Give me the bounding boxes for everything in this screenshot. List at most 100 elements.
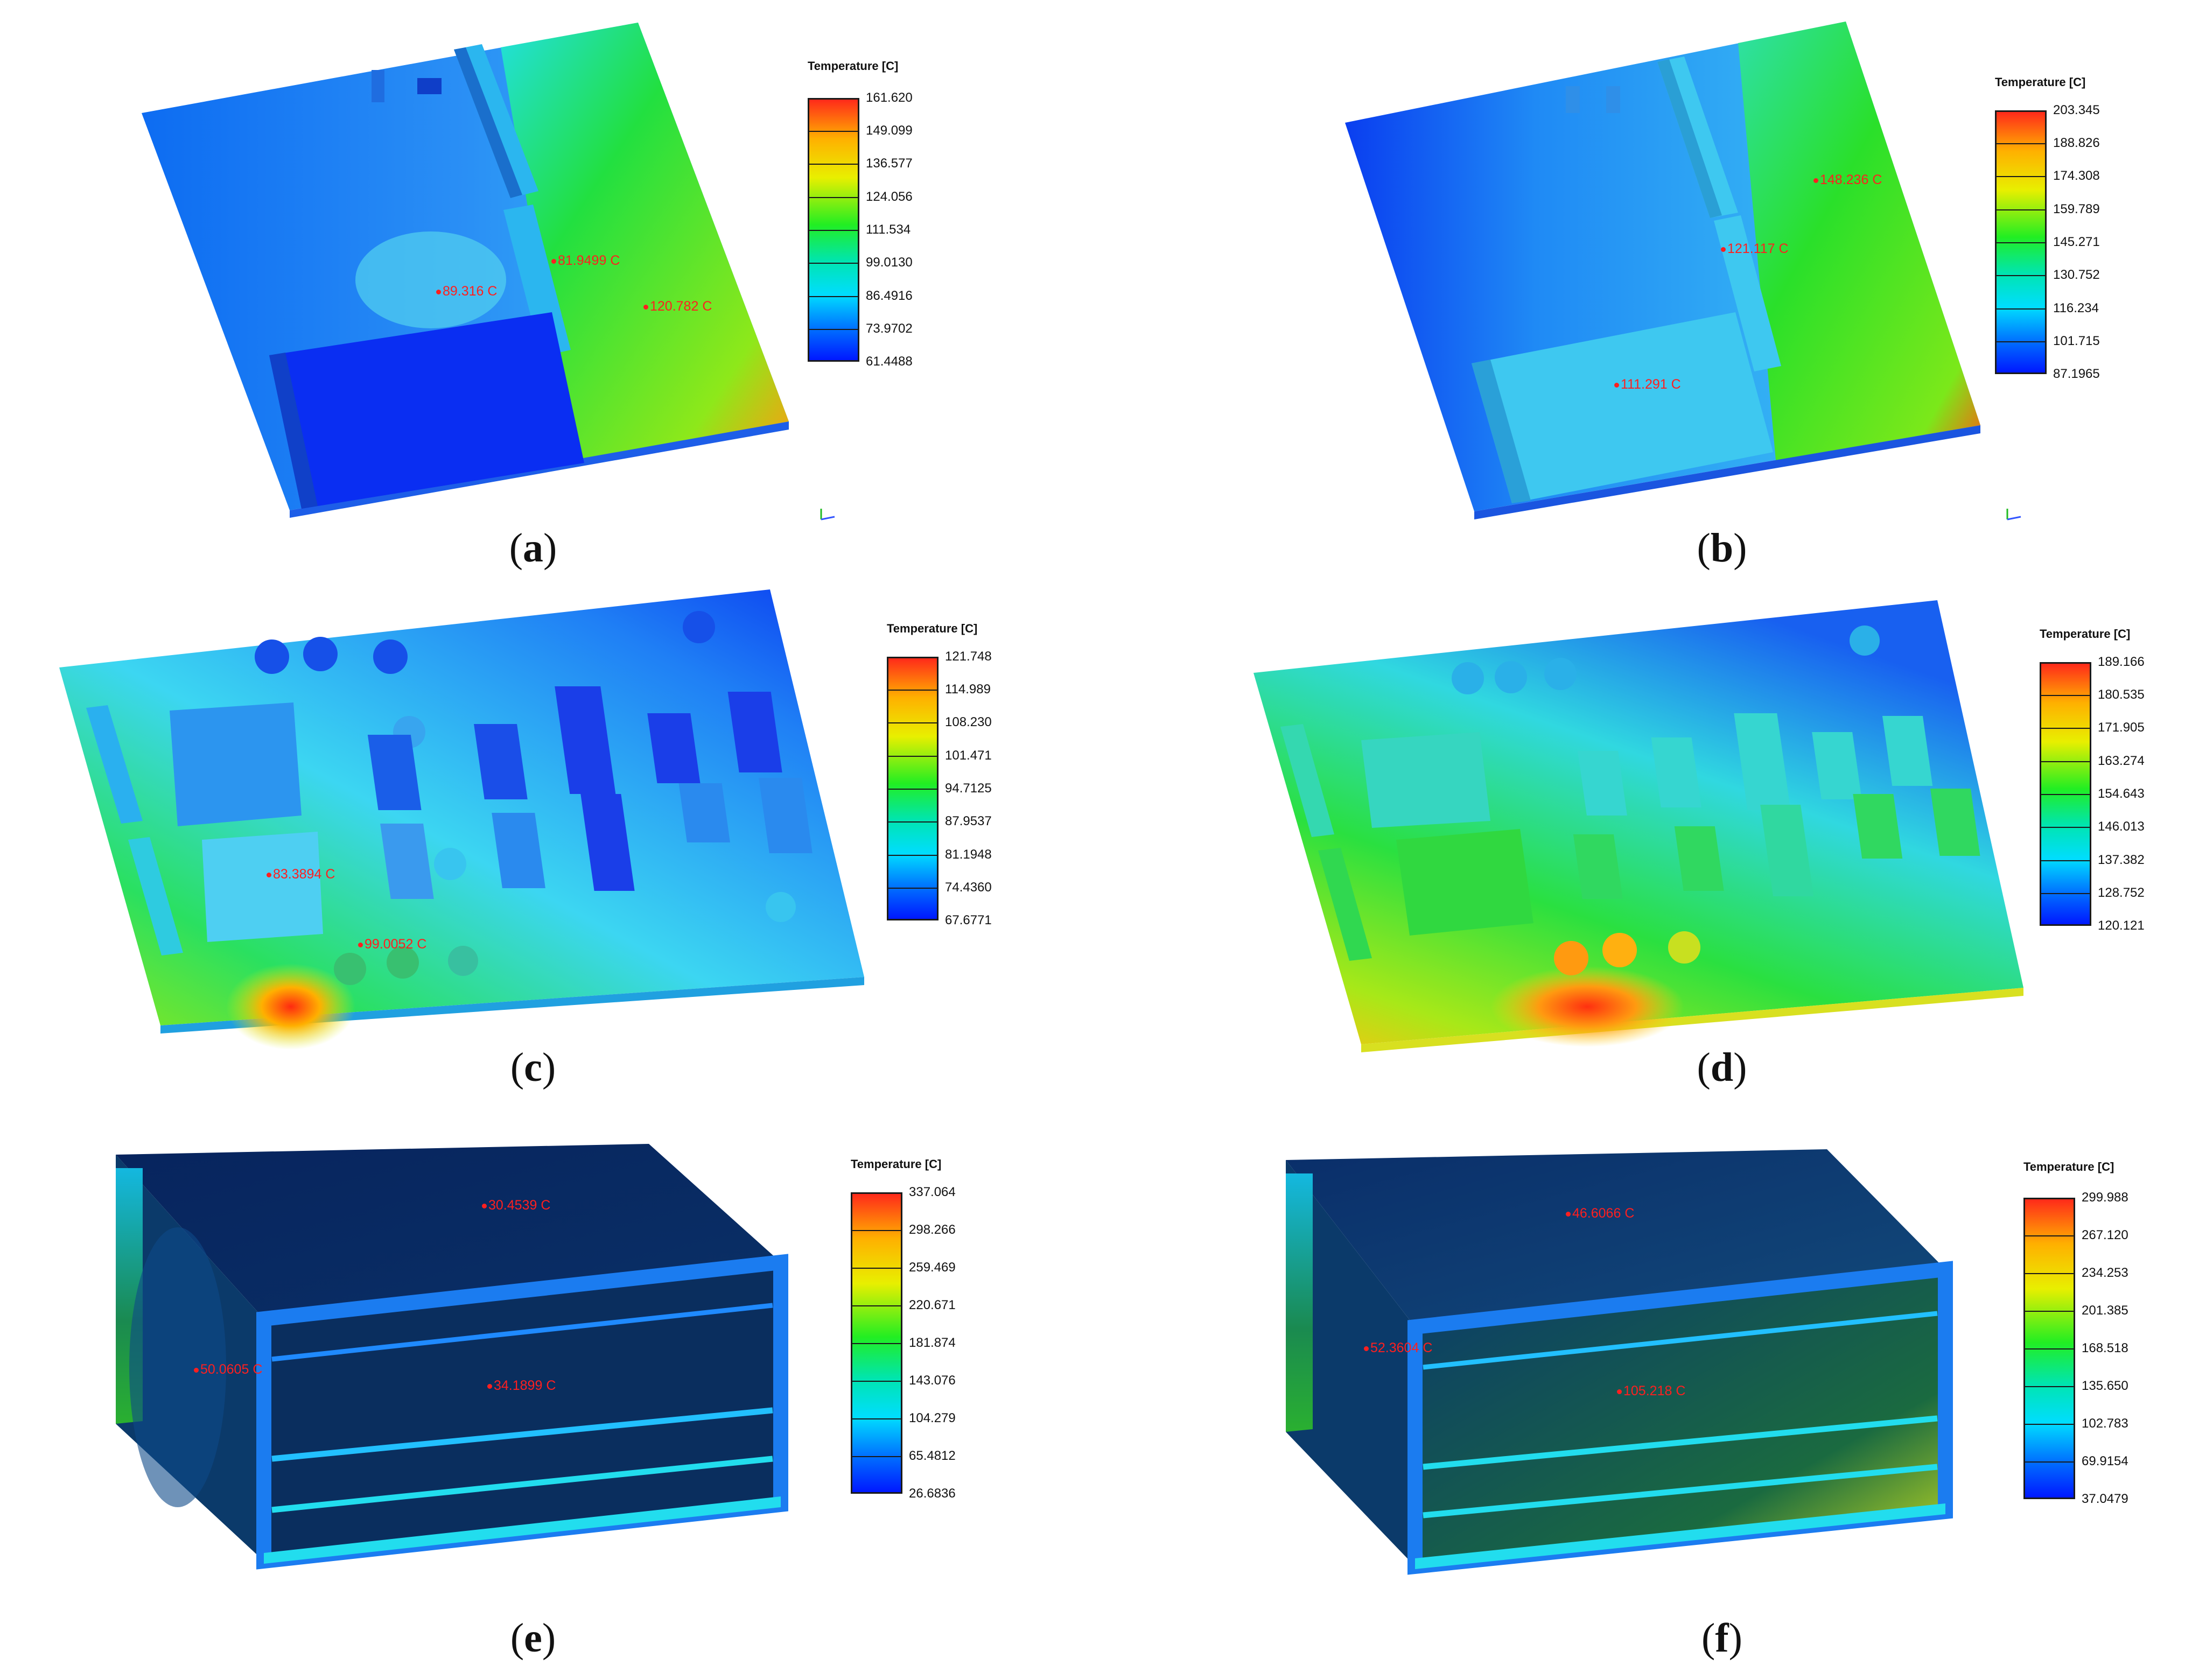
- probe-dot-icon: [1364, 1346, 1369, 1351]
- component-small-1: [1566, 86, 1580, 113]
- probe-dot-icon: [643, 304, 648, 310]
- component-strip-2: [1318, 848, 1372, 961]
- probe-value: 99.0052 C: [365, 937, 427, 952]
- legend-tick-label: 168.518: [2082, 1341, 2128, 1355]
- probe-label: 52.3604 C: [1364, 1340, 1432, 1356]
- legend-tick-label: 337.064: [909, 1185, 956, 1199]
- enclosure-front-frame-bottom: [264, 1496, 781, 1564]
- legend-tick-label: 37.0479: [2082, 1492, 2128, 1506]
- panel-a: 89.316 C 81.9499 C 120.782 C Temperature…: [0, 0, 1103, 592]
- legend-tick: [808, 131, 859, 132]
- legend-tick-label: 87.1965: [2053, 367, 2100, 381]
- legend-tick-label: 135.650: [2082, 1379, 2128, 1393]
- panel-f-contour-plot: [1286, 1149, 1953, 1575]
- probe-label: 34.1899 C: [487, 1378, 556, 1394]
- component-block: [269, 312, 584, 509]
- legend-tick-label: 94.7125: [945, 781, 992, 796]
- component-chip: [678, 783, 730, 842]
- legend-title: Temperature [C]: [851, 1157, 942, 1171]
- component-chip: [474, 724, 528, 799]
- caption-letter: a: [523, 525, 543, 571]
- color-legend: Temperature [C] 121.748 114.989 108.230 …: [887, 622, 1048, 945]
- legend-ticks: 337.064 298.266 259.469 220.671 181.874 …: [851, 1185, 1012, 1501]
- hotspot-region: [1490, 966, 1684, 1047]
- legend-tick-label: 111.534: [866, 222, 911, 237]
- legend-tick-label: 163.274: [2098, 754, 2145, 768]
- shelf-line: [271, 1456, 773, 1513]
- legend-tick-label: 220.671: [909, 1298, 956, 1312]
- enclosure-front-face: [264, 1262, 781, 1561]
- legend-tick-label: 159.789: [2053, 202, 2100, 216]
- legend-tick-label: 99.0130: [866, 255, 913, 270]
- legend-tick: [2023, 1348, 2075, 1349]
- legend-tick: [887, 789, 939, 790]
- legend-tick-label: 74.4360: [945, 880, 992, 895]
- pcb-plate: [1253, 600, 2023, 1044]
- color-legend: Temperature [C] 189.166 180.535 171.905 …: [2040, 627, 2201, 950]
- color-legend: Temperature [C] 337.064 298.266 259.469 …: [851, 1157, 1012, 1501]
- legend-title: Temperature [C]: [2040, 627, 2131, 641]
- component-cap: [1668, 931, 1700, 964]
- legend-tick: [2040, 728, 2091, 729]
- legend-tick-label: 104.279: [909, 1411, 956, 1425]
- legend-tick-label: 102.783: [2082, 1416, 2128, 1431]
- panel-caption: (e): [510, 1615, 556, 1661]
- legend-tick: [808, 230, 859, 231]
- enclosure-front-frame-bottom: [1415, 1503, 1945, 1569]
- legend-tick: [808, 164, 859, 165]
- probe-value: 46.6066 C: [1572, 1206, 1635, 1221]
- legend-tick-label: 108.230: [945, 715, 992, 729]
- panel-caption: (a): [509, 525, 557, 571]
- probe-dot-icon: [1566, 1211, 1571, 1217]
- component-cap: [373, 639, 408, 674]
- legend-tick: [851, 1268, 902, 1269]
- legend-tick: [887, 888, 939, 889]
- legend-tick-label: 121.748: [945, 649, 992, 664]
- probe-value: 111.291 C: [1621, 377, 1681, 392]
- panel-c: 83.3894 C 99.0052 C Temperature [C] 121.…: [0, 571, 1103, 1109]
- legend-tick-label: 189.166: [2098, 655, 2145, 669]
- legend-tick: [2040, 761, 2091, 762]
- legend-tick: [887, 855, 939, 856]
- axis-triad-icon: [2006, 509, 2021, 521]
- warm-center-region: [355, 231, 506, 328]
- legend-tick-label: 114.989: [945, 682, 991, 697]
- legend-title: Temperature [C]: [1995, 75, 2086, 89]
- probe-value: 148.236 C: [1820, 172, 1882, 187]
- component-chip: [380, 824, 434, 899]
- component-cap: [303, 637, 338, 671]
- legend-ticks: 299.988 267.120 234.253 201.385 168.518 …: [2023, 1190, 2185, 1506]
- cool-region: [129, 1227, 226, 1507]
- legend-tick: [2023, 1461, 2075, 1463]
- legend-tick-label: 137.382: [2098, 853, 2145, 867]
- component-chip: [1760, 805, 1814, 896]
- component-cap: [434, 848, 466, 880]
- hotspot-region: [226, 964, 355, 1050]
- probe-label: 111.291 C: [1614, 377, 1681, 392]
- legend-tick-label: 299.988: [2082, 1190, 2128, 1205]
- legend-tick: [2023, 1424, 2075, 1425]
- enclosure-side-edge: [1286, 1173, 1313, 1432]
- component-cap: [766, 892, 796, 922]
- probe-dot-icon: [1721, 247, 1726, 252]
- component-chip: [647, 713, 701, 783]
- panel-caption: (f): [1701, 1615, 1742, 1661]
- component-cap: [1850, 625, 1880, 656]
- component-cap: [683, 611, 715, 643]
- caption-letter: f: [1715, 1615, 1729, 1661]
- probe-dot-icon: [436, 289, 441, 294]
- legend-tick: [2023, 1235, 2075, 1236]
- probe-value: 89.316 C: [443, 284, 498, 299]
- component-cap: [1602, 933, 1637, 967]
- component-chip: [367, 735, 422, 810]
- legend-tick-label: 87.9537: [945, 814, 992, 828]
- probe-label: 46.6066 C: [1566, 1206, 1634, 1221]
- probe-label: 89.316 C: [436, 284, 497, 299]
- legend-tick: [2023, 1386, 2075, 1387]
- component-large-1: [170, 702, 302, 826]
- component-chip: [1674, 826, 1724, 891]
- color-legend: Temperature [C] 161.620 149.099 136.577 …: [808, 59, 969, 377]
- legend-tick-label: 61.4488: [866, 354, 913, 369]
- legend-tick: [2040, 860, 2091, 861]
- probe-value: 52.3604 C: [1370, 1340, 1433, 1355]
